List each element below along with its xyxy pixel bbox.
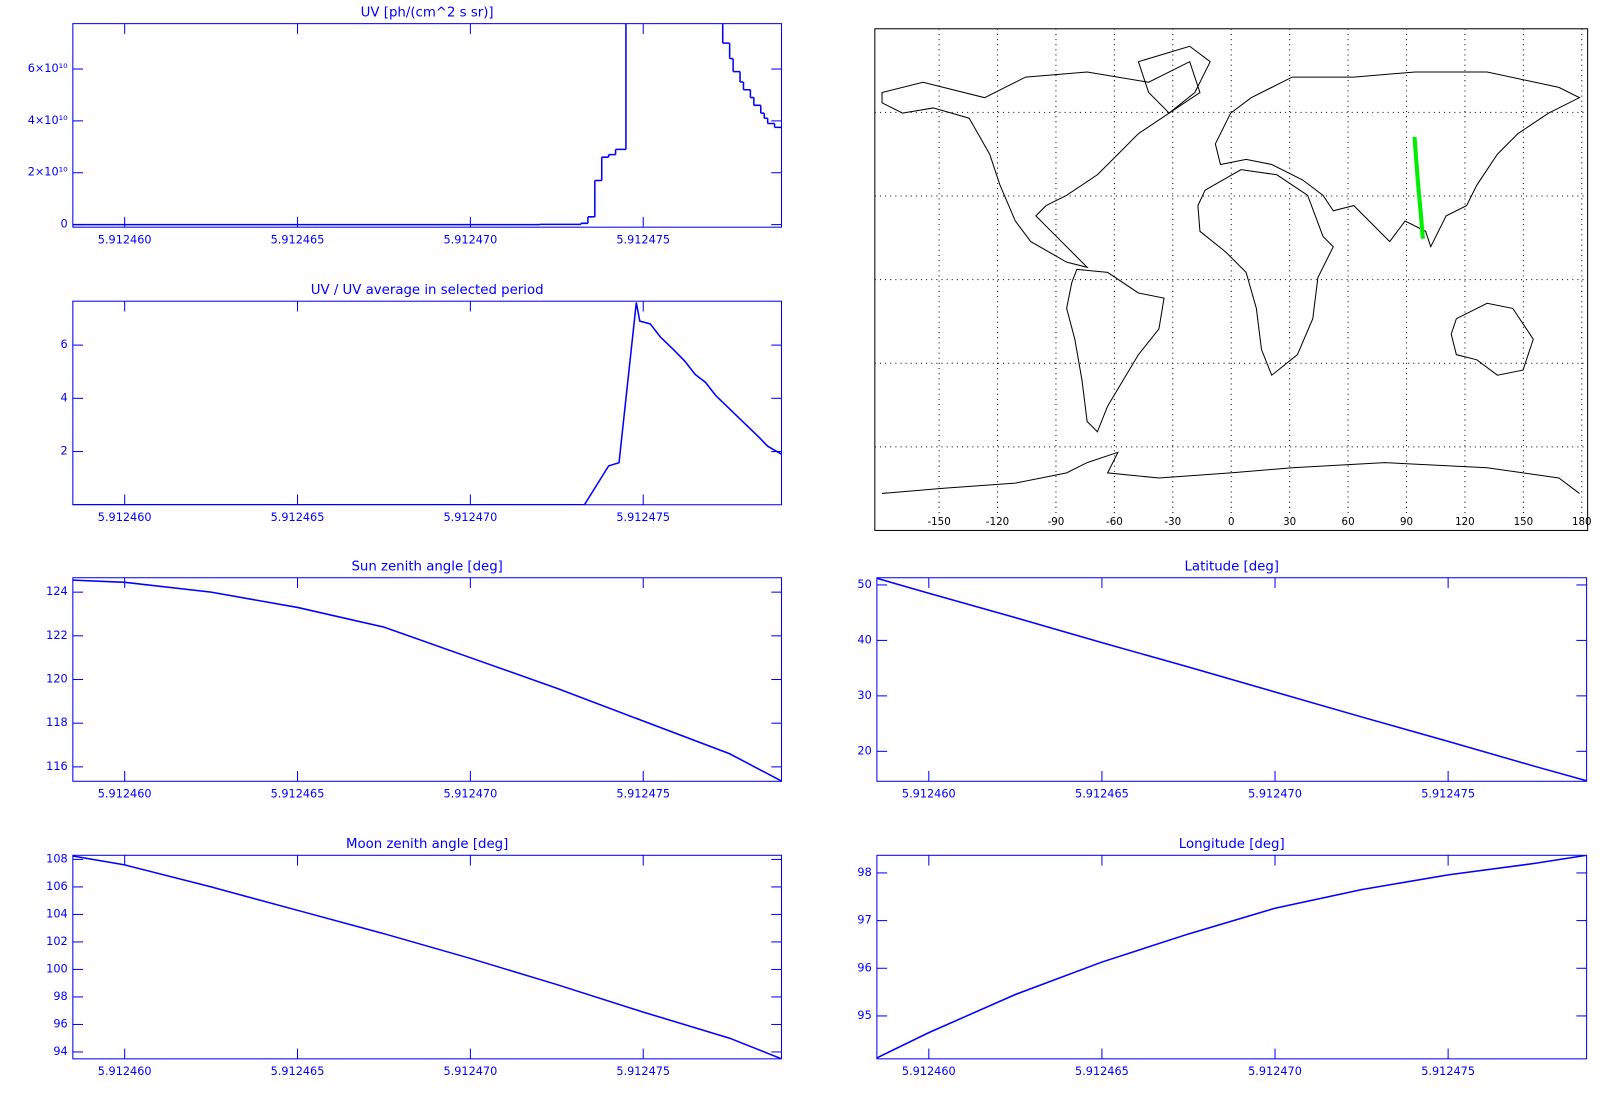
y-tick-label: 4×10¹⁰ — [28, 114, 68, 127]
y-tick-label: 120 — [46, 672, 68, 685]
y-tick-label: 6×10¹⁰ — [28, 62, 68, 75]
x-tick-label: 5.912460 — [98, 1065, 152, 1078]
plot-frame — [72, 23, 783, 228]
plot-frame — [72, 577, 783, 782]
greenland — [1137, 45, 1211, 114]
y-tick-label: 40 — [857, 633, 871, 646]
y-tick-label: 122 — [46, 629, 68, 642]
x-tick-label: 5.912460 — [902, 788, 956, 801]
africa — [1197, 169, 1334, 377]
y-tick-label: 116 — [46, 760, 68, 773]
y-tick-label: 106 — [46, 880, 68, 893]
x-tick-label: 5.912475 — [616, 511, 670, 524]
x-tick-label: 5.912465 — [1075, 788, 1129, 801]
plot-area — [72, 579, 782, 782]
x-tick-label: 5.912465 — [1075, 1065, 1129, 1078]
y-tick-label: 20 — [857, 744, 871, 757]
y-tick-label: 96 — [53, 1017, 67, 1030]
x-tick-label: 5.912470 — [1248, 788, 1302, 801]
x-tick-label: -120 — [986, 516, 1009, 528]
x-tick-label: 0 — [1228, 516, 1235, 528]
x-tick-label: 5.912460 — [98, 234, 152, 247]
x-tick-label: 5.912475 — [1421, 788, 1475, 801]
plot-frame — [72, 854, 783, 1060]
chart-title: UV / UV average in selected period — [311, 283, 544, 298]
chart-title: Longitude [deg] — [1179, 837, 1285, 852]
x-tick-label: 5.912470 — [443, 788, 497, 801]
x-tick-label: 150 — [1514, 516, 1534, 528]
x-tick-label: 5.912470 — [443, 234, 497, 247]
x-tick-label: 5.912465 — [271, 1065, 325, 1078]
plot-area — [876, 855, 1587, 1059]
x-tick-label: -30 — [1164, 516, 1181, 528]
plot-frame — [876, 854, 1588, 1060]
plot-frame — [72, 300, 783, 506]
australia — [1450, 302, 1534, 376]
plot-area — [72, 23, 782, 226]
plot-area — [876, 577, 1587, 782]
plot-area — [72, 855, 782, 1059]
y-tick-label: 50 — [857, 578, 871, 591]
x-tick-label: 5.912460 — [98, 511, 152, 524]
x-tick-label: 120 — [1455, 516, 1475, 528]
x-tick-label: 5.912470 — [443, 1065, 497, 1078]
satellite-track — [1412, 136, 1425, 239]
y-tick-label: 95 — [857, 1009, 871, 1022]
data-line — [876, 855, 1587, 1059]
y-tick-label: 118 — [46, 716, 68, 729]
x-tick-label: 5.912475 — [616, 1065, 670, 1078]
data-line — [72, 855, 782, 1059]
x-tick-label: -90 — [1048, 516, 1065, 528]
y-tick-label: 97 — [857, 914, 871, 927]
y-tick-label: 2 — [61, 445, 68, 458]
y-tick-label: 124 — [46, 585, 68, 598]
x-tick-label: 90 — [1400, 516, 1413, 528]
continents — [881, 45, 1581, 494]
data-line — [876, 577, 1587, 782]
x-tick-label: 5.912465 — [271, 511, 325, 524]
x-tick-label: 30 — [1283, 516, 1296, 528]
chart-title: Sun zenith angle [deg] — [351, 559, 502, 574]
x-tick-label: 180 — [1572, 516, 1592, 528]
y-tick-label: 100 — [46, 962, 68, 975]
y-tick-label: 2×10¹⁰ — [28, 166, 68, 179]
plot-frame — [876, 577, 1588, 782]
x-tick-label: 60 — [1342, 516, 1355, 528]
y-tick-label: 104 — [46, 907, 68, 920]
y-tick-label: 94 — [53, 1045, 67, 1058]
y-tick-label: 0 — [61, 218, 68, 231]
x-tick-label: 5.912465 — [271, 234, 325, 247]
x-tick-label: 5.912470 — [443, 511, 497, 524]
y-tick-label: 4 — [61, 391, 68, 404]
x-tick-label: 5.912460 — [98, 788, 152, 801]
y-tick-label: 6 — [61, 338, 68, 351]
y-tick-label: 98 — [857, 866, 871, 879]
x-tick-label: -150 — [927, 516, 950, 528]
x-tick-label: 5.912475 — [1421, 1065, 1475, 1078]
y-tick-label: 102 — [46, 935, 68, 948]
x-tick-label: 5.912465 — [271, 788, 325, 801]
x-tick-label: 5.912460 — [902, 1065, 956, 1078]
panels: UV [ph/(cm^2 s sr)] 5.912460 5.912465 5.912… — [28, 5, 1592, 1078]
chart-title: Latitude [deg] — [1184, 559, 1279, 574]
x-tick-label: 5.912470 — [1248, 1065, 1302, 1078]
x-tick-label: 5.912475 — [616, 788, 670, 801]
x-tick-label: -60 — [1106, 516, 1123, 528]
south-america — [1066, 268, 1165, 433]
eurasia — [1214, 71, 1581, 249]
data-line — [72, 579, 782, 782]
north-america — [881, 60, 1201, 269]
plot-area — [72, 302, 782, 505]
chart-title: Moon zenith angle [deg] — [346, 837, 508, 852]
y-tick-label: 98 — [53, 990, 67, 1003]
x-tick-label: 5.912475 — [616, 234, 670, 247]
antarctica — [881, 451, 1580, 494]
y-tick-label: 30 — [857, 689, 871, 702]
data-line — [72, 302, 782, 505]
chart-title: UV [ph/(cm^2 s sr)] — [361, 5, 494, 20]
y-tick-label: 96 — [857, 961, 871, 974]
y-tick-label: 108 — [46, 852, 68, 865]
